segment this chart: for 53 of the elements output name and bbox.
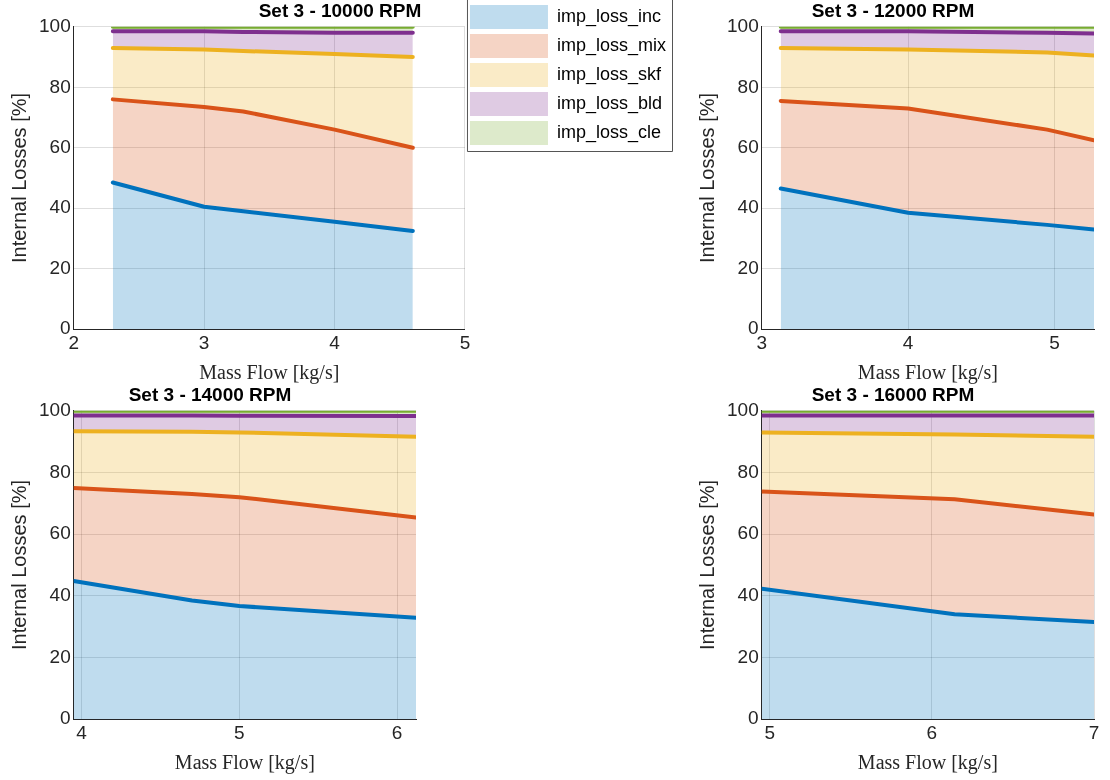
y-tick-label: 100 [39,399,71,421]
y-tick-label: 80 [49,460,71,482]
x-tick-label: 4 [76,721,88,743]
legend-label: imp_loss_inc [556,5,662,27]
chart-title: Set 3 - 14000 RPM [128,383,292,405]
chart-title: Set 3 - 12000 RPM [811,0,975,21]
y-tick-label: 60 [49,522,71,544]
y-axis-title: Internal Losses [%] [695,479,718,651]
x-tick-label: 6 [926,721,938,743]
y-tick-label: 80 [737,75,759,97]
y-tick-label: 20 [737,256,759,278]
y-tick-label: 0 [60,707,71,729]
x-tick-label: 2 [68,331,79,353]
y-axis-title: Internal Losses [%] [7,92,30,264]
y-tick-label: 80 [49,75,71,97]
y-tick-label: 40 [49,196,71,218]
x-axis-title: Mass Flow [kg/s] [857,751,998,775]
chart-title: Set 3 - 10000 RPM [258,0,422,21]
x-tick-label: 5 [764,721,776,743]
y-tick-label: 80 [737,460,759,482]
x-tick-label: 3 [198,331,210,353]
y-tick-label: 100 [39,15,71,37]
y-tick-label: 40 [49,584,71,606]
y-tick-label: 20 [49,256,71,278]
y-tick-label: 100 [727,15,759,37]
legend-label: imp_loss_cle [556,121,662,143]
y-tick-label: 20 [49,645,71,667]
y-axis-title: Internal Losses [%] [7,479,30,651]
y-tick-label: 0 [60,317,71,339]
legend-label: imp_loss_skf [556,63,663,85]
x-axis-title: Mass Flow [kg/s] [174,751,315,775]
legend-label: imp_loss_bld [556,92,663,114]
x-tick-label: 3 [756,331,767,353]
x-tick-label: 6 [391,721,403,743]
y-tick-label: 40 [737,584,759,606]
y-tick-label: 20 [737,645,759,667]
legend-label: imp_loss_mix [556,34,666,56]
chart-title: Set 3 - 16000 RPM [811,383,975,405]
x-tick-label: 5 [234,721,245,743]
y-tick-label: 60 [737,522,759,544]
x-tick-label: 5 [459,331,471,353]
y-tick-label: 60 [49,135,71,157]
y-tick-label: 0 [748,707,759,729]
x-axis-title: Mass Flow [kg/s] [199,361,340,385]
x-tick-label: 4 [329,331,341,353]
y-tick-label: 60 [737,135,759,157]
x-tick-label: 5 [1049,331,1060,353]
y-axis-title: Internal Losses [%] [695,92,718,264]
x-tick-label: 4 [902,331,914,353]
x-axis-title: Mass Flow [kg/s] [857,361,998,385]
x-tick-label: 7 [1088,721,1100,743]
y-tick-label: 40 [737,196,759,218]
y-tick-label: 100 [727,399,759,421]
